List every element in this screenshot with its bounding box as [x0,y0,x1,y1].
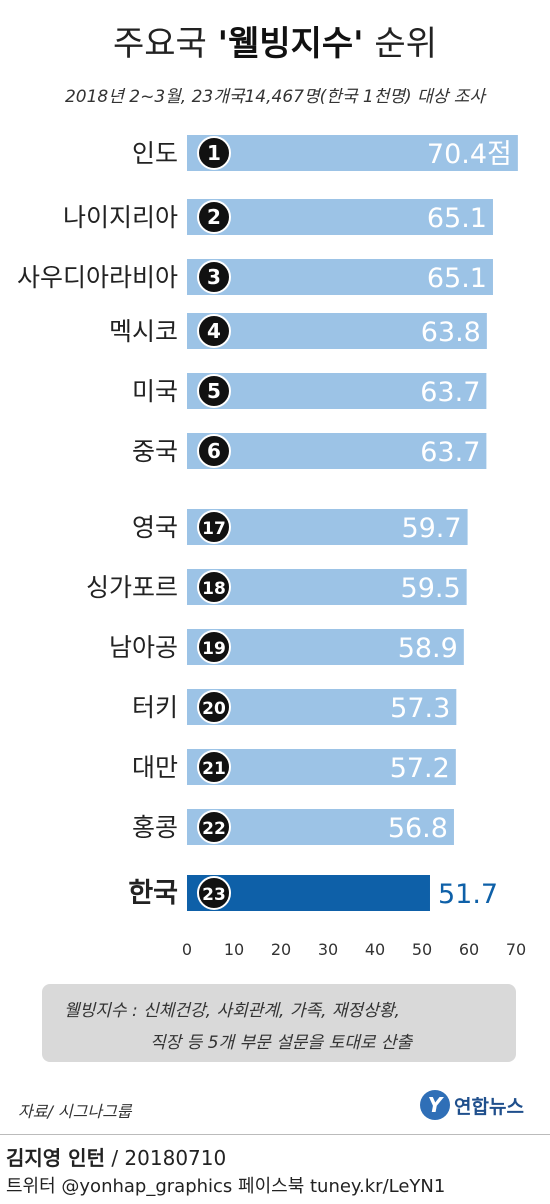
bar [187,749,456,785]
bar [187,689,457,725]
rank-number: 21 [202,759,226,779]
value-label: 59.7 [401,513,461,544]
rank-badge [197,690,231,724]
rank-number: 19 [202,639,226,659]
x-tick-label: 30 [318,940,338,959]
chart-subtitle: 2018년 2~3월, 23개국14,467명(한국 1천명) 대상 조사 [64,87,486,107]
value-label: 57.3 [390,693,450,724]
x-tick-label: 10 [224,940,244,959]
rank-number: 4 [207,319,221,343]
note-line-1: 웰빙지수 : 신체건강, 사회관계, 가족, 재정상황, [64,1001,400,1021]
rank-badge [197,136,231,170]
bar [187,373,487,409]
rank-badge [197,260,231,294]
value-label: 59.5 [401,573,461,604]
title-suffix: 순위 [363,24,437,64]
rank-number: 23 [202,885,226,905]
bar [187,809,454,845]
bar [187,569,467,605]
value-label: 51.7 [438,879,498,910]
category-label: 영국 [132,513,178,542]
x-tick-label: 50 [412,940,432,959]
bar [187,629,464,665]
credit-name: 김지영 인턴 [6,1146,105,1170]
value-label: 57.2 [390,753,450,784]
rank-badge [197,314,231,348]
x-tick-label: 40 [365,940,385,959]
category-label: 대만 [132,753,178,782]
value-label: 56.8 [388,813,448,844]
category-label: 중국 [132,437,178,466]
value-label: 70.4점 [427,139,512,170]
category-label: 미국 [132,377,178,406]
bar [187,313,487,349]
rank-badge [197,374,231,408]
x-tick-label: 0 [182,940,192,959]
credit-line: 김지영 인턴 / 20180710 [6,1142,226,1171]
rank-number: 6 [207,439,221,463]
value-label: 65.1 [427,203,487,234]
rank-number: 3 [207,265,221,289]
credit-date: / 20180710 [104,1146,227,1170]
category-label: 남아공 [109,633,178,662]
value-label: 65.1 [427,263,487,294]
bar [187,135,518,171]
rank-badge [197,750,231,784]
category-label: 인도 [132,139,178,168]
yonhap-logo-name: 연합뉴스 [454,1095,524,1118]
definition-note: 웰빙지수 : 신체건강, 사회관계, 가족, 재정상황, 직장 등 5개 부문 … [42,984,516,1062]
value-label: 63.8 [421,317,481,348]
rank-number: 17 [202,519,226,539]
value-label: 63.7 [420,437,480,468]
rank-badge [197,630,231,664]
rank-badge [197,876,231,910]
rank-badge [197,510,231,544]
bar [187,433,487,469]
rank-badge [197,810,231,844]
category-label: 싱가포르 [86,573,178,602]
yonhap-logo-icon: Y [420,1090,450,1120]
note-line-2: 직장 등 5개 부문 설문을 토대로 산출 [150,1033,413,1053]
bar [187,199,493,235]
yonhap-logo: Y 연합뉴스 [420,1088,524,1122]
category-label: 한국 [128,878,178,909]
value-label: 63.7 [420,377,480,408]
chart-title: 주요국 '웰빙지수' 순위 [0,16,550,65]
x-tick-label: 20 [271,940,291,959]
rank-number: 2 [207,205,221,229]
rank-number: 20 [202,699,226,719]
title-prefix: 주요국 [113,24,218,64]
category-label: 나이지리아 [63,203,178,232]
bar [187,259,493,295]
value-label: 58.9 [398,633,458,664]
rank-number: 1 [207,141,221,165]
rank-badge [197,570,231,604]
category-label: 사우디아라비아 [17,263,178,292]
title-bold: '웰빙지수' [217,24,364,64]
category-label: 터키 [132,693,178,722]
social-links: 트위터 @yonhap_graphics 페이스북 tuney.kr/LeYN1 [6,1176,446,1197]
category-label: 멕시코 [109,317,178,346]
category-label: 홍콩 [132,813,178,842]
x-tick-label: 70 [506,940,526,959]
rank-badge [197,434,231,468]
rank-badge [197,200,231,234]
bar [187,509,468,545]
footer-divider [0,1134,550,1135]
source-text: 자료/ 시그나그룹 [18,1102,132,1121]
x-tick-label: 60 [459,940,479,959]
rank-number: 18 [202,579,226,599]
rank-number: 22 [202,819,226,839]
rank-number: 5 [207,379,221,403]
